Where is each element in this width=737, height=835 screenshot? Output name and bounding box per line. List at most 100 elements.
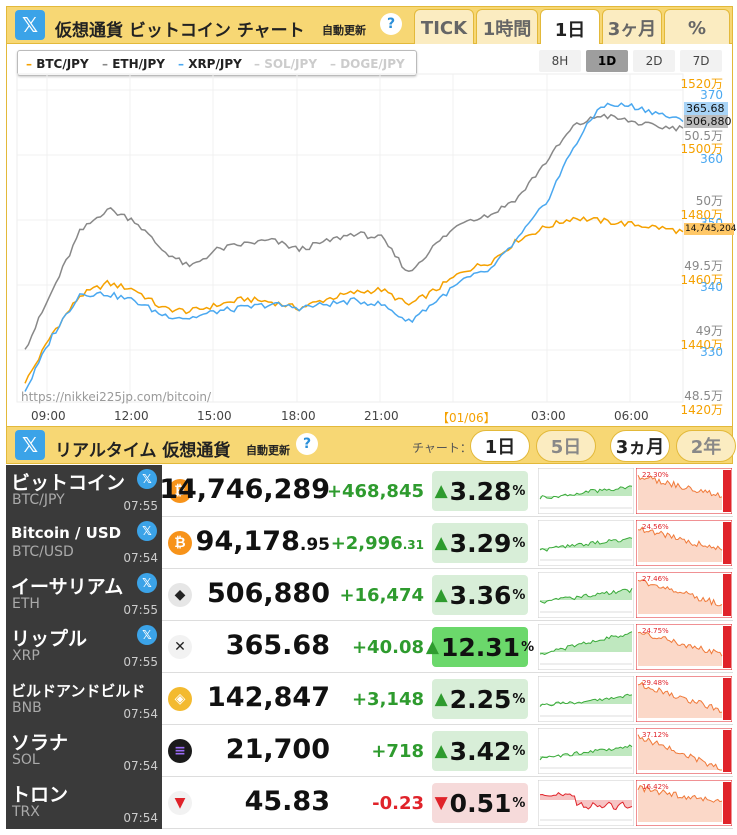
range-0[interactable]: 8H <box>539 50 581 72</box>
percent-badge: ▲ 12.31% <box>426 627 534 667</box>
mini-chart-3m[interactable]: 22.30% <box>636 468 732 514</box>
crypto-row[interactable]: Bitcoin / USD BTC/USD 07:54 𝕏 ₿ 94,178.95 +2,9… <box>6 517 733 569</box>
change-value: +2,996.31 <box>331 533 424 554</box>
name-cell: ビルドアンドビルド BNB 07:54 <box>6 673 162 725</box>
price-value: 14,746,289 <box>159 474 330 505</box>
crypto-row[interactable]: ビルドアンドビルド BNB 07:54 ◈ 142,847 +3,148 ▲ 2.25% 29.… <box>6 673 733 725</box>
mini-chart-1d[interactable] <box>538 520 634 566</box>
tab-2[interactable]: 1日 <box>540 9 600 47</box>
tab-3[interactable]: 3ヶ月 <box>602 9 662 47</box>
tab-4[interactable]: % <box>664 9 730 47</box>
percent-badge: ▼ 0.51% <box>432 783 528 823</box>
tab-0[interactable]: TICK <box>414 9 474 47</box>
page-title: 仮想通貨 ビットコイン チャート <box>55 21 305 41</box>
range-3[interactable]: 7D <box>680 50 722 72</box>
chart-legend: – BTC/JPY – ETH/JPY – XRP/JPY – SOL/JPY – DO… <box>17 50 417 76</box>
series-line-xrp-jpy <box>24 102 684 392</box>
x-share-icon[interactable]: 𝕏 <box>137 469 157 489</box>
xrp-axis-tick: 340 <box>700 280 723 294</box>
help-icon[interactable]: ? <box>380 13 402 35</box>
up-arrow-icon: ▲ <box>434 481 448 501</box>
last-xrp-tag: 365.68 <box>684 102 728 115</box>
mini-chart-1d[interactable] <box>538 624 634 670</box>
name-cell: リップル XRP 07:55 𝕏 <box>6 621 162 673</box>
legend-item-2[interactable]: – XRP/JPY <box>178 57 242 71</box>
crypto-row[interactable]: トロン TRX 07:54 ▼ 45.83 -0.23 ▼ 0.51% 16.42% <box>6 777 733 829</box>
auto-update-label: 自動更新 <box>322 24 366 37</box>
mini-chart-3m[interactable]: 24.56% <box>636 520 732 566</box>
coin-symbol: XRP <box>12 648 40 664</box>
mini-chart-3m[interactable]: 29.48% <box>636 676 732 722</box>
name-cell: Bitcoin / USD BTC/USD 07:54 𝕏 <box>6 517 162 569</box>
percent-value: 3.29 <box>449 528 512 558</box>
crypto-row[interactable]: イーサリアム ETH 07:55 𝕏 ◆ 506,880 +16,474 ▲ 3.36% 27.4… <box>6 569 733 621</box>
x-share-icon[interactable]: 𝕏 <box>15 430 45 460</box>
coin-symbol: SOL <box>12 752 40 768</box>
legend-swatch: – <box>26 57 37 71</box>
mini-chart-area <box>638 527 722 562</box>
mini-chart-scale <box>723 470 731 512</box>
crypto-row[interactable]: リップル XRP 07:55 𝕏 ✕ 365.68 +40.08 ▲ 12.31% 24.75% <box>6 621 733 673</box>
percent-value: 3.28 <box>449 476 512 506</box>
mini-chart-area <box>638 475 722 510</box>
main-chart-panel: – BTC/JPY – ETH/JPY – XRP/JPY – SOL/JPY – DO… <box>6 44 737 426</box>
crypto-row[interactable]: ビットコイン BTC/JPY 07:55 𝕏 ₿ 14,746,289 +468,845 ▲ 3… <box>6 465 733 517</box>
mini-chart-1d[interactable] <box>538 728 634 774</box>
watermark-url: https://nikkei225jp.com/bitcoin/ <box>21 390 212 404</box>
legend-label: XRP/JPY <box>188 57 242 71</box>
mini-chart-line <box>637 784 723 803</box>
realtime-tab-0[interactable]: 1日 <box>470 430 530 462</box>
last-btc-tag: 14,745,204 <box>684 223 737 235</box>
change-dec: .31 <box>402 538 424 552</box>
realtime-tab-2[interactable]: 3ヵ月 <box>610 430 670 462</box>
mini-chart-3m[interactable]: 37.12% <box>636 728 732 774</box>
range-2[interactable]: 2D <box>633 50 675 72</box>
price-value: 21,700 <box>226 734 330 765</box>
legend-label: SOL/JPY <box>264 57 318 71</box>
xrp-axis-tick: 360 <box>700 152 723 166</box>
mini-chart-area <box>540 588 632 604</box>
legend-item-4[interactable]: – DOGE/JPY <box>330 57 405 71</box>
mini-chart-3m[interactable]: 24.75% <box>636 624 732 670</box>
update-time: 07:55 <box>123 603 158 617</box>
btc-axis-tick: 1460万 <box>680 273 723 287</box>
mini-chart-scale <box>723 522 731 564</box>
help-icon[interactable]: ? <box>296 433 318 455</box>
x-share-icon[interactable]: 𝕏 <box>137 573 157 593</box>
x-share-icon[interactable]: 𝕏 <box>137 625 157 645</box>
price-value: 365.68 <box>226 630 330 661</box>
mini-chart-1d[interactable] <box>538 572 634 618</box>
tab-1[interactable]: 1時間 <box>476 9 538 47</box>
range-1[interactable]: 1D <box>586 50 628 72</box>
price-value: 94,178.95 <box>196 526 330 557</box>
crypto-row[interactable]: ソラナ SOL 07:54 ≡ 21,700 +718 ▲ 3.42% 37.12% <box>6 725 733 777</box>
up-arrow-icon: ▲ <box>434 585 448 605</box>
ethereum-icon: ◆ <box>168 583 192 607</box>
mini-chart-line <box>637 474 723 499</box>
realtime-title: リアルタイム 仮想通貨 <box>55 441 231 461</box>
x-share-icon[interactable]: 𝕏 <box>15 10 45 40</box>
mini-chart-3m[interactable]: 27.46% <box>636 572 732 618</box>
period-tabs: TICK 1時間 1日 3ヶ月% <box>414 7 730 47</box>
percent-value: 3.42 <box>449 736 512 766</box>
x-share-icon[interactable]: 𝕏 <box>137 521 157 541</box>
coin-symbol: ETH <box>12 596 40 612</box>
mini-chart-1d[interactable] <box>538 468 634 514</box>
price-int: 14,746,289 <box>159 474 330 505</box>
legend-item-1[interactable]: – ETH/JPY <box>102 57 165 71</box>
tron-icon: ▼ <box>168 791 192 815</box>
realtime-tab-1[interactable]: 5日 <box>536 430 596 462</box>
mini-chart-3m[interactable]: 16.42% <box>636 780 732 826</box>
mini-chart-label: 24.75% <box>642 627 669 635</box>
mini-chart-1d[interactable] <box>538 780 634 826</box>
price-int: 506,880 <box>207 578 330 609</box>
legend-item-0[interactable]: – BTC/JPY <box>26 57 89 71</box>
mini-chart-scale <box>723 782 731 824</box>
down-arrow-icon: ▼ <box>434 793 448 813</box>
header-bar: 𝕏 仮想通貨 ビットコイン チャート 自動更新 ? TICK 1時間 1日 3ヶ月% <box>6 6 733 47</box>
legend-item-3[interactable]: – SOL/JPY <box>254 57 317 71</box>
change-int: +40.08 <box>351 637 424 658</box>
realtime-tab-3[interactable]: 2年 <box>676 430 736 462</box>
mini-chart-1d[interactable] <box>538 676 634 722</box>
eth-axis-tick: 49.5万 <box>684 259 723 273</box>
